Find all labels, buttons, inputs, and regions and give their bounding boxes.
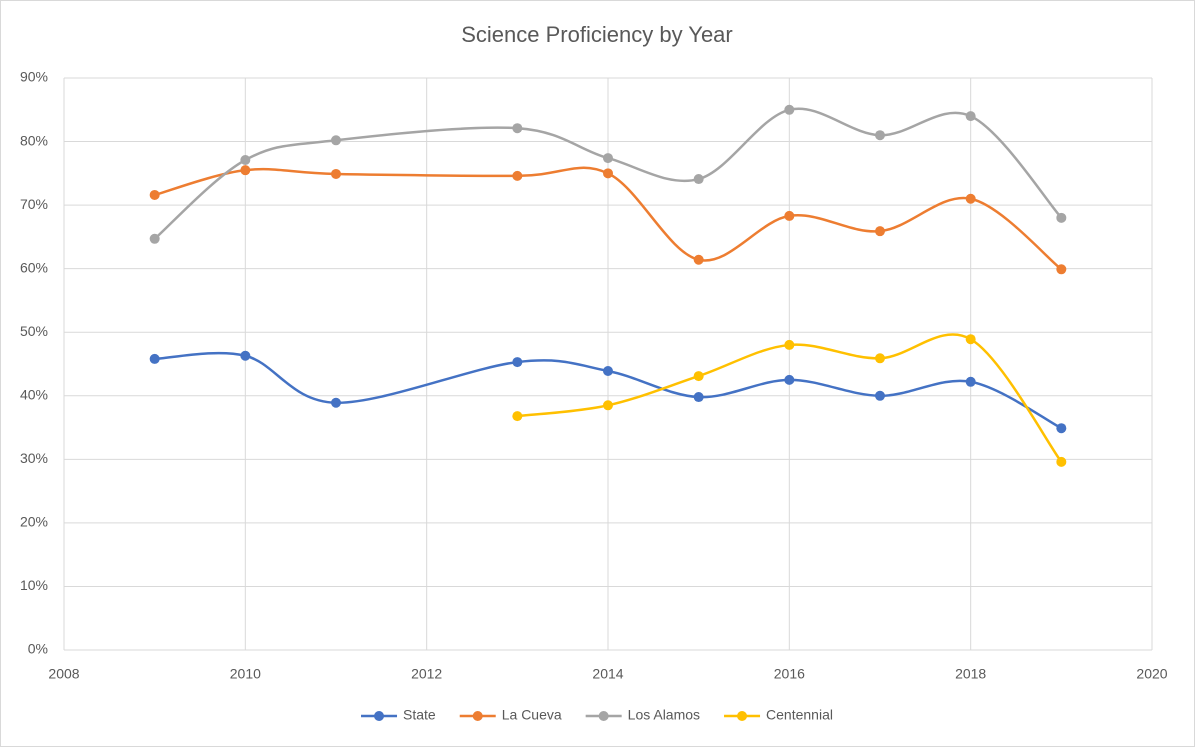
y-tick-label: 50% <box>20 323 48 339</box>
data-point <box>240 350 251 361</box>
y-tick-label: 70% <box>20 196 48 212</box>
y-tick-label: 10% <box>20 577 48 593</box>
plot <box>149 104 1067 467</box>
y-tick-label: 90% <box>20 69 48 85</box>
legend-marker <box>598 711 609 721</box>
series-line <box>153 107 1063 241</box>
y-tick-label: 60% <box>20 259 48 275</box>
legend-label: Centennial <box>766 707 833 723</box>
data-point <box>965 111 976 122</box>
legend-item: La Cueva <box>459 707 562 723</box>
legend-marker <box>737 711 748 721</box>
x-tick-label: 2012 <box>411 666 442 682</box>
x-tick-label: 2018 <box>955 666 986 682</box>
legend-marker <box>374 711 385 721</box>
data-point <box>784 104 795 115</box>
y-tick-label: 0% <box>28 641 48 657</box>
legend-item: State <box>361 707 436 723</box>
x-tick-label: 2008 <box>48 666 79 682</box>
x-tick-label: 2020 <box>1136 666 1167 682</box>
legend-label: State <box>403 707 436 723</box>
data-point <box>512 170 523 181</box>
series-line <box>153 351 1063 430</box>
data-point <box>512 123 523 134</box>
legend-item: Centennial <box>724 707 833 723</box>
data-point <box>149 233 160 244</box>
chart-title: Science Proficiency by Year <box>461 22 733 47</box>
y-tick-label: 40% <box>20 386 48 402</box>
data-point <box>331 168 341 179</box>
data-point <box>603 153 613 164</box>
data-point <box>512 357 523 368</box>
data-point <box>331 397 341 408</box>
data-point <box>1056 456 1067 467</box>
data-point <box>875 226 885 237</box>
data-point <box>875 390 885 401</box>
series-line <box>153 166 1063 271</box>
data-point <box>784 210 795 221</box>
data-point <box>965 376 976 387</box>
data-point <box>603 365 613 376</box>
data-point <box>875 353 885 364</box>
data-point <box>693 392 704 403</box>
legend-label: La Cueva <box>502 707 562 723</box>
grid: 0% 10% 20% 30% 40% 50% 60% 70% 80% 90% 2008 2010 201… <box>20 69 1168 682</box>
data-point <box>693 254 704 265</box>
y-tick-label: 20% <box>20 514 48 530</box>
data-point <box>240 165 251 176</box>
y-tick-label: 30% <box>20 450 48 466</box>
data-point <box>784 339 795 350</box>
data-point <box>240 154 251 165</box>
data-point <box>965 334 976 345</box>
data-point <box>331 135 341 146</box>
x-tick-label: 2014 <box>592 666 623 682</box>
data-point <box>1056 423 1067 434</box>
data-point <box>784 374 795 385</box>
data-point <box>965 193 976 204</box>
data-point <box>693 371 704 382</box>
legend-label: Los Alamos <box>628 707 700 723</box>
legend: State La Cueva Los Alamos Centennial <box>361 707 833 723</box>
y-tick-label: 80% <box>20 132 48 148</box>
data-point <box>875 130 885 141</box>
legend-item: Los Alamos <box>585 707 700 723</box>
x-tick-label: 2010 <box>230 666 261 682</box>
x-tick-label: 2016 <box>774 666 805 682</box>
data-point <box>603 168 613 179</box>
data-point <box>1056 264 1067 275</box>
data-point <box>603 400 613 411</box>
data-point <box>149 189 160 200</box>
legend-marker <box>472 711 483 721</box>
data-point <box>1056 212 1067 223</box>
data-point <box>512 411 523 422</box>
data-point <box>149 353 160 364</box>
data-point <box>693 174 704 185</box>
